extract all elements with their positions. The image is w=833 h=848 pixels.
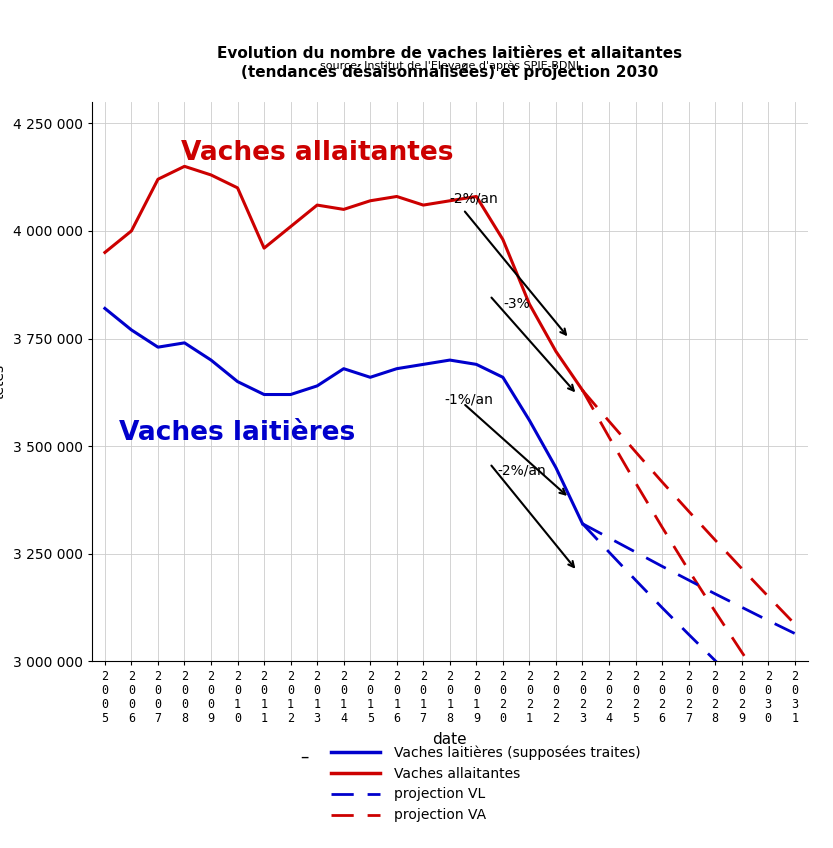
Text: Vaches laitières: Vaches laitières: [119, 421, 356, 446]
Title: Evolution du nombre de vaches laitières et allaitantes
(tendances désaisonnalisé: Evolution du nombre de vaches laitières …: [217, 46, 682, 80]
Y-axis label: têtes: têtes: [0, 364, 7, 399]
Text: –: –: [300, 747, 308, 766]
Legend: Vaches laitières (supposées traites), Vaches allaitantes, projection VL, project: Vaches laitières (supposées traites), Va…: [331, 745, 641, 823]
Text: source: Institut de l'Elevage d'après SPIE-BDNI: source: Institut de l'Elevage d'après SP…: [321, 60, 579, 71]
Text: Vaches allaitantes: Vaches allaitantes: [181, 141, 453, 166]
X-axis label: date: date: [432, 732, 467, 747]
Text: -3%: -3%: [503, 298, 530, 311]
Text: -2%/an: -2%/an: [497, 463, 546, 477]
Text: -1%/an: -1%/an: [445, 392, 493, 406]
Text: -2%/an: -2%/an: [450, 192, 499, 206]
